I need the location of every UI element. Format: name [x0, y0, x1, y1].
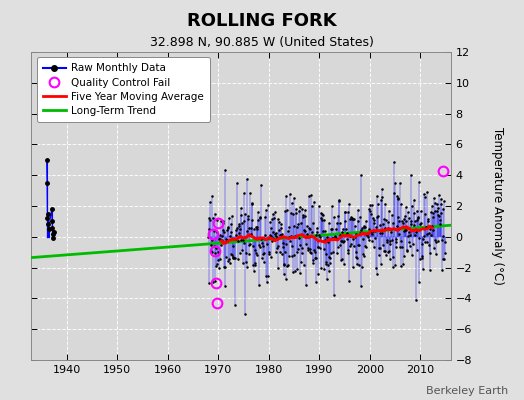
Legend: Raw Monthly Data, Quality Control Fail, Five Year Moving Average, Long-Term Tren: Raw Monthly Data, Quality Control Fail, …	[37, 57, 210, 122]
Y-axis label: Temperature Anomaly (°C): Temperature Anomaly (°C)	[492, 127, 505, 285]
Text: ROLLING FORK: ROLLING FORK	[187, 12, 337, 30]
Text: Berkeley Earth: Berkeley Earth	[426, 386, 508, 396]
Text: 32.898 N, 90.885 W (United States): 32.898 N, 90.885 W (United States)	[150, 36, 374, 49]
